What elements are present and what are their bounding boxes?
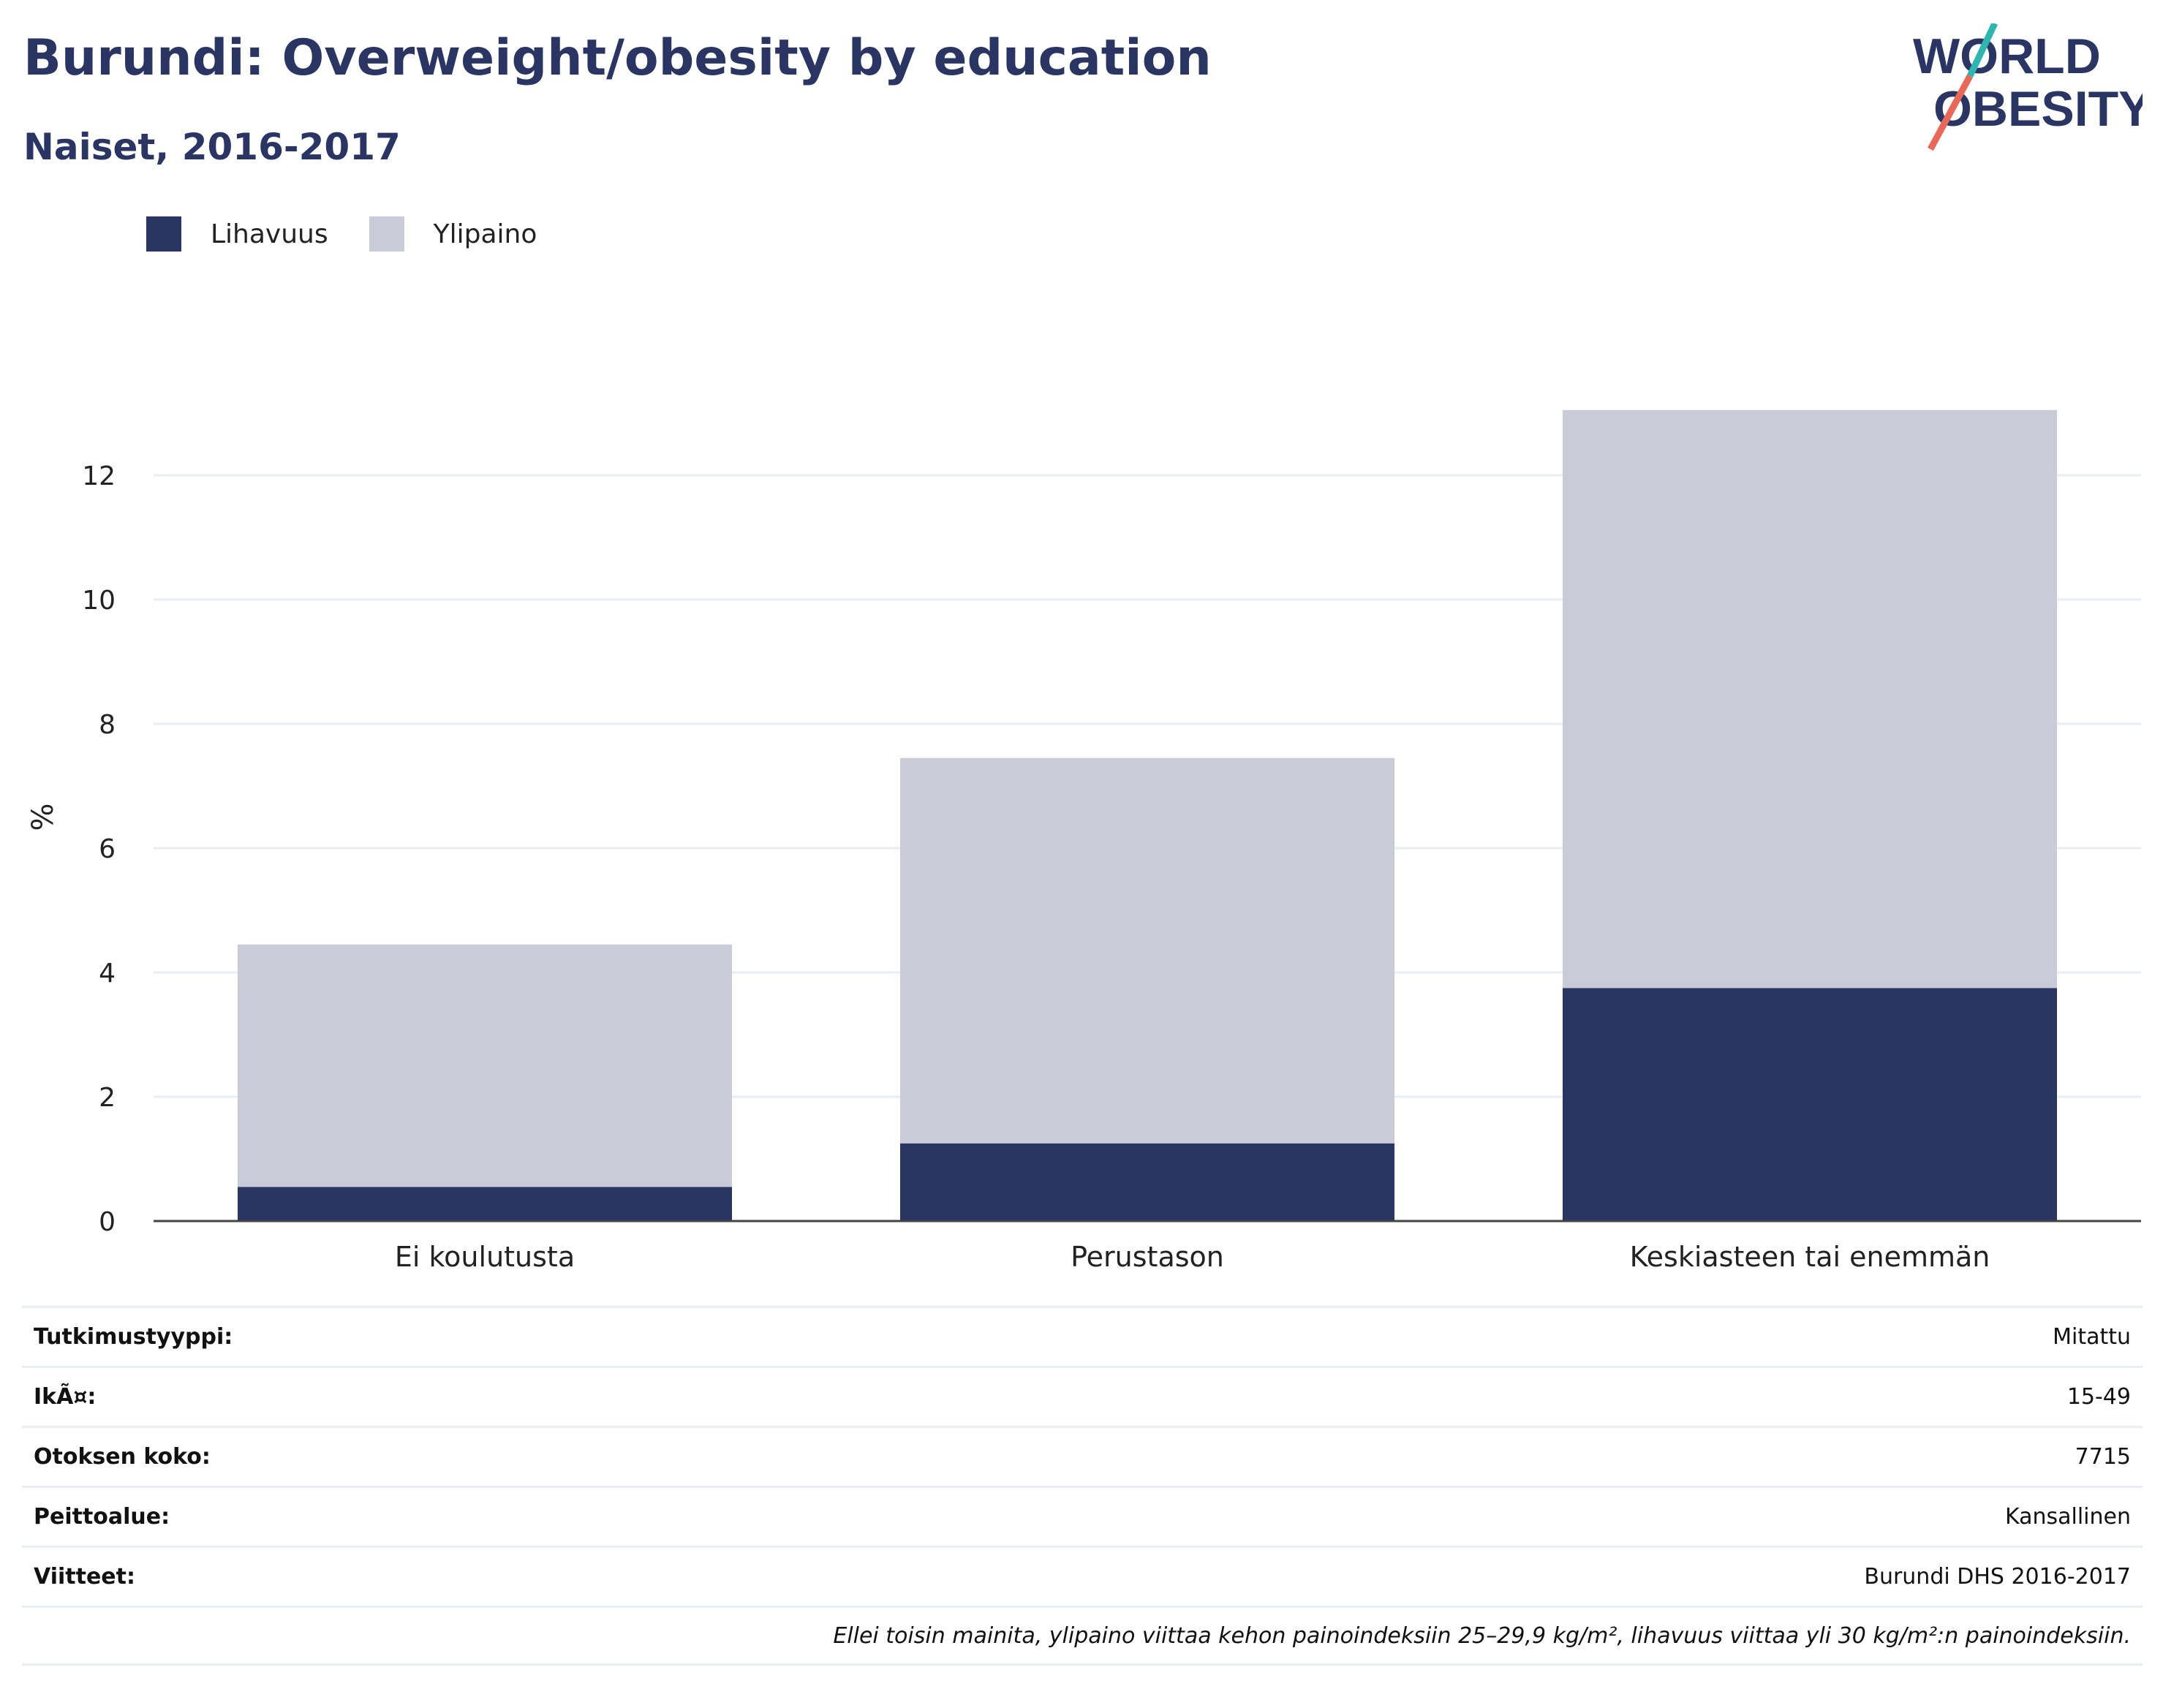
info-value: Kansallinen — [2004, 1504, 2131, 1530]
legend-swatch-obesity — [146, 216, 181, 252]
info-value: Burundi DHS 2016-2017 — [1864, 1564, 2131, 1590]
bar-obesity — [1563, 988, 2057, 1221]
y-axis-label: % — [26, 803, 60, 831]
definition-note: Ellei toisin mainita, ylipaino viittaa k… — [22, 1606, 2143, 1666]
info-key: Tutkimustyyppi: — [34, 1324, 233, 1350]
survey-info-table: Tutkimustyyppi: Mitattu IkÃ¤: 15-49 Otok… — [22, 1306, 2143, 1666]
x-tick-label: Keskiasteen tai enemmän — [1630, 1241, 1990, 1273]
bar-obesity — [900, 1143, 1394, 1221]
info-row-survey-type: Tutkimustyyppi: Mitattu — [22, 1306, 2143, 1366]
chart-legend: Lihavuus Ylipaino — [146, 216, 578, 252]
bar-overweight — [900, 757, 1394, 1144]
legend-swatch-overweight — [369, 216, 404, 252]
legend-item-obesity[interactable]: Lihavuus — [146, 216, 328, 252]
y-tick-label: 0 — [99, 1207, 116, 1237]
chart-title: Burundi: Overweight/obesity by education — [23, 29, 1212, 87]
legend-label-overweight: Ylipaino — [433, 219, 537, 249]
y-tick-label: 8 — [99, 710, 116, 740]
x-tick-label: Perustason — [1071, 1241, 1224, 1273]
bar-obesity — [238, 1187, 732, 1221]
info-key: Viitteet: — [34, 1564, 135, 1590]
chart-subtitle: Naiset, 2016-2017 — [23, 126, 401, 168]
bar-overweight — [1563, 409, 2057, 989]
logo-text-obesity: OBESITY — [1933, 81, 2143, 137]
y-tick-label: 12 — [82, 461, 116, 491]
y-tick-label: 6 — [99, 834, 116, 864]
info-value: 7715 — [2075, 1444, 2131, 1470]
y-tick-label: 10 — [82, 586, 116, 616]
logo-text-world: WORLD — [1913, 29, 2101, 84]
info-key: Otoksen koko: — [34, 1444, 211, 1470]
info-value: Mitattu — [2053, 1324, 2131, 1350]
info-row-coverage: Peittoalue: Kansallinen — [22, 1486, 2143, 1546]
info-value: 15-49 — [2066, 1384, 2131, 1410]
legend-item-overweight[interactable]: Ylipaino — [369, 216, 537, 252]
info-row-sample-size: Otoksen koko: 7715 — [22, 1426, 2143, 1486]
info-row-references: Viitteet: Burundi DHS 2016-2017 — [22, 1546, 2143, 1606]
y-tick-label: 4 — [99, 959, 116, 989]
legend-label-obesity: Lihavuus — [211, 219, 328, 249]
logo-slash-bottom — [1928, 74, 1973, 151]
world-obesity-logo: WORLD OBESITY — [1913, 23, 2143, 151]
stacked-bar-chart: 0 2 4 6 8 10 12% Ei koulutusta Perustason Keskias… — [26, 409, 2141, 1273]
logo-slash-top — [1966, 23, 1998, 78]
info-key: IkÃ¤: — [34, 1384, 97, 1410]
y-tick-label: 2 — [99, 1083, 116, 1113]
info-key: Peittoalue: — [34, 1504, 170, 1530]
info-row-age: IkÃ¤: 15-49 — [22, 1366, 2143, 1426]
x-tick-label: Ei koulutusta — [395, 1241, 575, 1273]
bar-overweight — [238, 944, 732, 1187]
